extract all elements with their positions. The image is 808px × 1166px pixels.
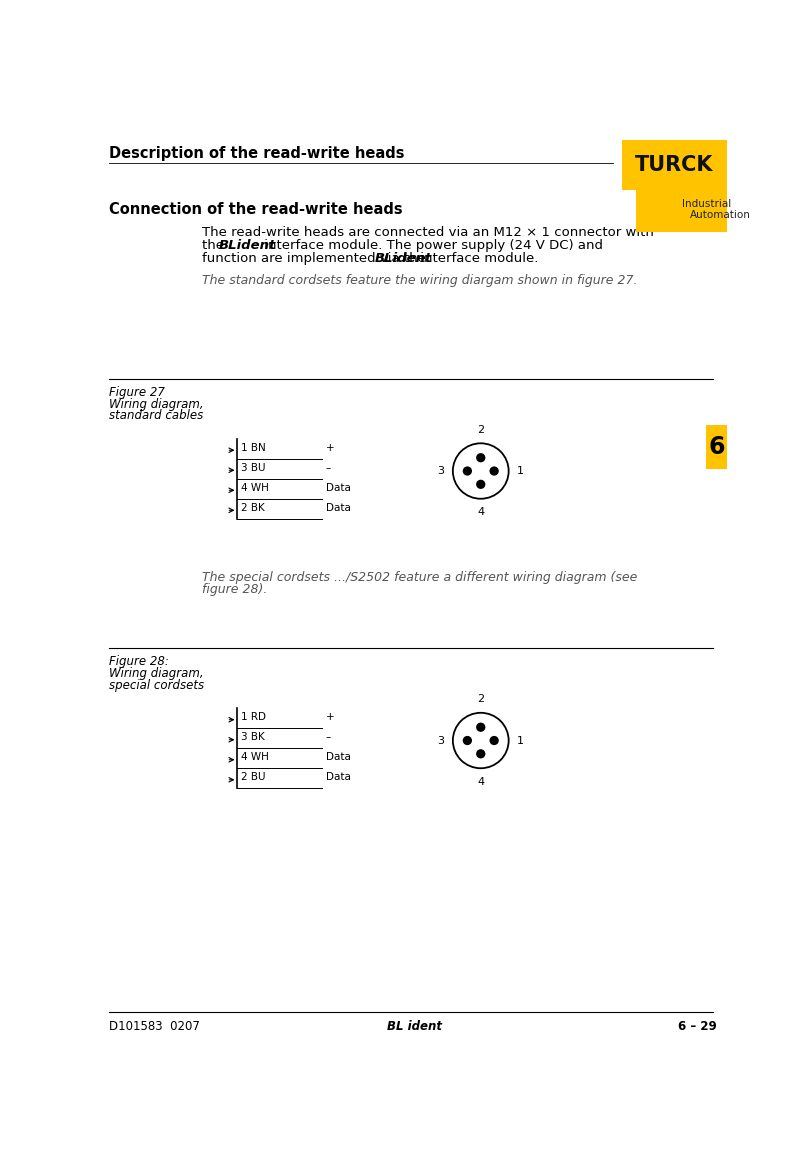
Text: Connection of the read-write heads: Connection of the read-write heads [109,202,402,217]
Circle shape [490,736,499,745]
Bar [636,190,727,232]
Text: –: – [326,732,331,743]
Text: Data: Data [326,752,351,763]
Text: 2: 2 [478,694,484,704]
Text: 1 BN: 1 BN [242,443,266,452]
Text: BLident: BLident [375,252,432,265]
Text: 3: 3 [437,736,444,745]
Bar [705,424,727,470]
Text: Wiring diagram,: Wiring diagram, [109,398,204,410]
Text: +: + [326,712,335,723]
Text: D101583  0207: D101583 0207 [109,1020,200,1033]
Circle shape [476,454,486,463]
Text: function are implemented via the: function are implemented via the [202,252,430,265]
Text: Automation: Automation [690,210,751,220]
Text: +: + [326,443,335,452]
Text: Description of the read-write heads: Description of the read-write heads [109,146,404,161]
Circle shape [463,466,472,476]
Text: the: the [202,239,228,252]
Text: 3 BK: 3 BK [242,732,265,743]
Text: 1 RD: 1 RD [242,712,267,723]
Text: Figure 28:: Figure 28: [109,655,169,668]
Text: The special cordsets .../S2502 feature a different wiring diagram (see: The special cordsets .../S2502 feature a… [202,571,638,584]
Text: 2: 2 [478,424,484,435]
Text: The read-write heads are connected via an M12 × 1 connector with: The read-write heads are connected via a… [202,226,654,239]
Text: 4 WH: 4 WH [242,752,269,763]
Text: standard cables: standard cables [109,409,203,422]
Circle shape [463,736,472,745]
Text: Data: Data [326,503,351,513]
Text: Industrial: Industrial [682,199,731,209]
Text: Figure 27: Figure 27 [109,386,165,399]
Text: –: – [326,463,331,473]
Text: 3 BU: 3 BU [242,463,266,473]
Text: 1: 1 [517,466,524,476]
Text: figure 28).: figure 28). [202,583,267,596]
Text: Data: Data [326,773,351,782]
Text: 4 WH: 4 WH [242,483,269,493]
Text: Data: Data [326,483,351,493]
Text: 6 – 29: 6 – 29 [679,1020,718,1033]
Text: interface module.: interface module. [415,252,538,265]
Text: 4: 4 [478,507,484,518]
Text: 1: 1 [517,736,524,745]
Text: 2 BU: 2 BU [242,773,266,782]
Circle shape [476,750,486,758]
Text: The standard cordsets feature the wiring diargam shown in figure 27.: The standard cordsets feature the wiring… [202,274,638,287]
Bar [622,140,727,190]
Circle shape [490,466,499,476]
Text: Wiring diagram,: Wiring diagram, [109,667,204,680]
Text: interface module. The power supply (24 V DC) and: interface module. The power supply (24 V… [260,239,603,252]
Text: 4: 4 [478,777,484,787]
Text: special cordsets: special cordsets [109,679,204,691]
Text: TURCK: TURCK [635,155,713,175]
Text: 6: 6 [708,435,725,459]
Circle shape [476,723,486,732]
Circle shape [476,479,486,489]
Text: 2 BK: 2 BK [242,503,265,513]
Text: 3: 3 [437,466,444,476]
Text: BLident: BLident [219,239,276,252]
Text: BL ident: BL ident [386,1020,442,1033]
